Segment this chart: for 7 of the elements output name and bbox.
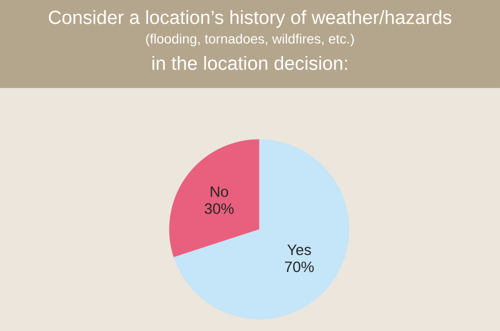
text: in the location decision: [152, 56, 347, 70]
data-label: 30% [204, 203, 234, 214]
chart-subtitle: (flooding, tornadoes, wildfires, etc.) [146, 34, 354, 46]
slice-label: No [210, 186, 228, 197]
slice-label: Yes [287, 244, 311, 256]
chart-title: Consider a location’s history of weather/hazards [48, 10, 452, 28]
data-label: 70% [285, 261, 314, 272]
